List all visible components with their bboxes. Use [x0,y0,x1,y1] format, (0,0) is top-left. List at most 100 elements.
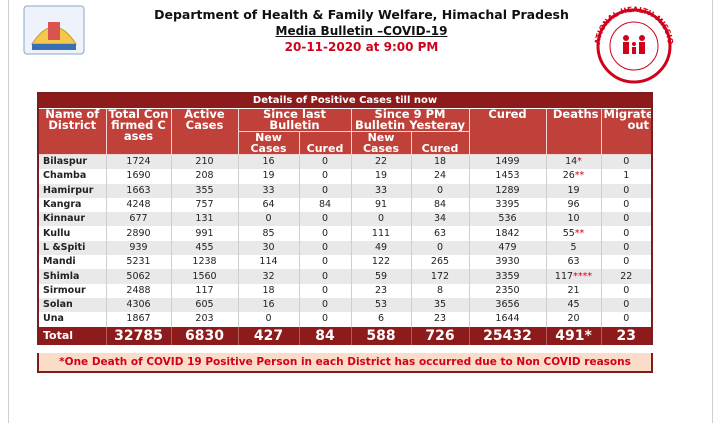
district-name: Una [37,312,106,327]
cell: 0 [298,226,351,241]
cell: 4248 [105,197,171,213]
cell: 14* [545,154,601,170]
cell: 1289 [468,183,546,198]
cell: 8 [410,283,469,298]
cell: 19 [545,183,601,198]
cell: 208 [170,169,238,184]
cell: 3930 [468,255,546,270]
cell: 117**** [545,269,601,284]
cell: 0 [410,240,469,256]
cell: 0 [298,212,351,227]
cell: 1560 [170,269,238,284]
cell: 91 [350,197,411,213]
cell: 0 [298,154,351,170]
cell: 34 [410,212,469,227]
cell: 0 [600,183,653,198]
cell: 0 [600,312,653,327]
cell: 0 [298,255,351,270]
column-header: Total Confirmed Cases [105,108,172,155]
column-header: Deaths [545,108,602,155]
column-header: Cured [468,108,547,155]
cell: 0 [237,212,299,227]
cell: 0 [298,297,351,313]
cell: 1453 [468,169,546,184]
table-row: Bilaspur 1724 210 16 0 22 18 1499 14* 0 [37,154,653,170]
cell: 210 [170,154,238,170]
cell: 0 [298,169,351,184]
cell: 3656 [468,297,546,313]
cell: 131 [170,212,238,227]
column-group-header: Since last Bulletin [237,108,352,132]
cell: 19 [237,169,299,184]
district-name: Mandi [37,255,106,270]
cell: 203 [170,312,238,327]
table-row: Una 1867 203 0 0 6 23 1644 20 0 [37,312,653,327]
nhm-logo: NATIONAL HEALTH MISSION [588,2,675,84]
column-header: Migrated out [600,108,653,155]
cell: 117 [170,283,238,298]
cell: 19 [350,169,411,184]
cell: 0 [298,312,351,327]
cell: 111 [350,226,411,241]
cell: 939 [105,240,171,256]
subtitle: Media Bulletin –COVID-19 [275,24,448,38]
cell: 536 [468,212,546,227]
cell: 479 [468,240,546,256]
table-row: Kangra 4248 757 64 84 91 84 3395 96 0 [37,197,653,213]
cell: 4306 [105,297,171,313]
footnote: *One Death of COVID 19 Positive Person i… [37,344,653,372]
table-row: Hamirpur 1663 355 33 0 33 0 1289 19 0 [37,183,653,198]
cell: 455 [170,240,238,256]
cell: 33 [350,183,411,198]
total-label: Total [37,326,106,349]
cell: 122 [350,255,411,270]
cell: 35 [410,297,469,313]
district-name: Kangra [37,197,106,213]
cell: 63 [410,226,469,241]
cell: 22 [350,154,411,170]
cell: 0 [298,183,351,198]
cell: 0 [600,226,653,241]
cell: 3395 [468,197,546,213]
cell: 0 [600,255,653,270]
cell: 20 [545,312,601,327]
district-name: Kinnaur [37,212,106,227]
title: Department of Health & Family Welfare, H… [154,7,569,22]
cell: 23 [350,283,411,298]
cell: 24 [410,169,469,184]
cell: 0 [600,154,653,170]
cell: 26** [545,169,601,184]
cell: 2488 [105,283,171,298]
cell: 2890 [105,226,171,241]
cell: 1867 [105,312,171,327]
column-group-header: Since 9 PM Bulletin Yesteray [350,108,470,132]
district-name: Kullu [37,226,106,241]
cell: 59 [350,269,411,284]
cell: 10 [545,212,601,227]
cell: 2350 [468,283,546,298]
cell: 49 [350,240,411,256]
cell: 21 [545,283,601,298]
table-row: Solan 4306 605 16 0 53 35 3656 45 0 [37,297,653,313]
total-cell: 25432 [468,326,546,349]
cell: 16 [237,297,299,313]
cell: 3359 [468,269,546,284]
district-name: Shimla [37,269,106,284]
table-row: Chamba 1690 208 19 0 19 24 1453 26** 1 [37,169,653,184]
table-row: L &Spiti 939 455 30 0 49 0 479 5 0 [37,240,653,256]
district-name: Sirmour [37,283,106,298]
total-cell: 726 [410,326,469,349]
total-cell: 588 [350,326,411,349]
cell: 605 [170,297,238,313]
table-caption: Details of Positive Cases till now [37,93,653,109]
table-row: Kullu 2890 991 85 0 111 63 1842 55** 0 [37,226,653,241]
cell: 33 [237,183,299,198]
column-header: Name of District [37,108,107,155]
cell: 0 [600,240,653,256]
cell: 0 [237,312,299,327]
cell: 16 [237,154,299,170]
cell: 84 [410,197,469,213]
cell: 0 [298,269,351,284]
cell: 0 [350,212,411,227]
